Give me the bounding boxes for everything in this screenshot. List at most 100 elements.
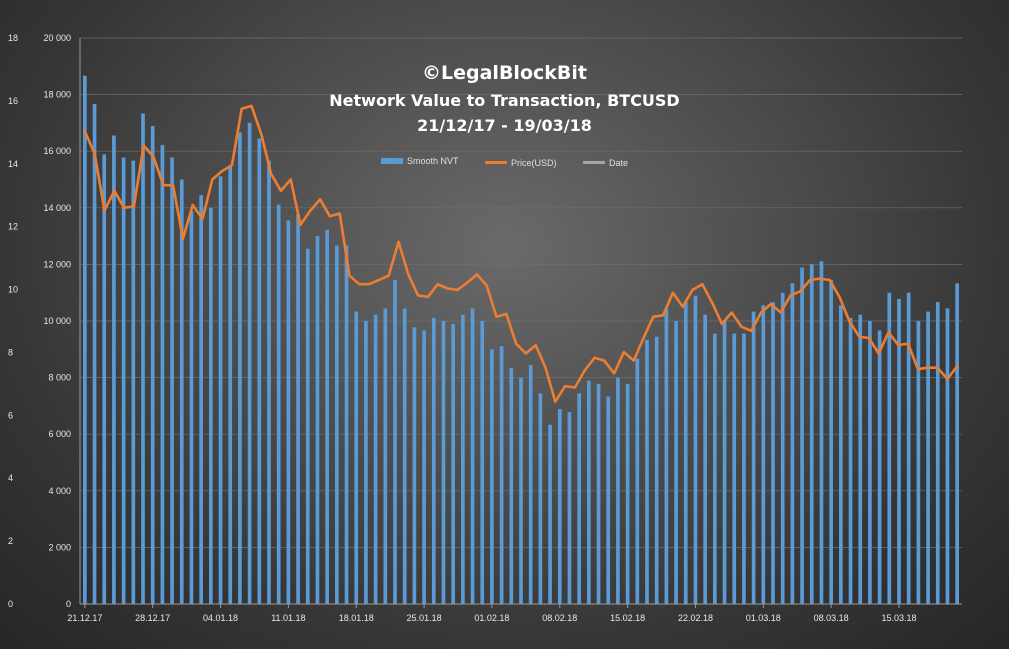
x-tick-label: 08.02.18 <box>542 613 577 623</box>
nvt-bar <box>160 144 165 604</box>
nvt-bar <box>480 321 485 604</box>
nvt-bar <box>431 317 436 604</box>
right-axis-tick-label: 18 000 <box>43 90 71 100</box>
nvt-bar <box>819 261 824 604</box>
nvt-bar <box>809 264 814 604</box>
nvt-bar <box>829 280 833 604</box>
nvt-bar <box>83 75 87 604</box>
nvt-bar <box>567 412 572 604</box>
nvt-bar <box>596 383 601 604</box>
nvt-bar <box>228 166 233 604</box>
nvt-bar <box>470 308 475 604</box>
left-axis-tick-label: 2 <box>8 536 13 546</box>
x-tick-label: 18.01.18 <box>339 613 374 623</box>
nvt-bar <box>800 267 804 604</box>
nvt-bar <box>412 327 417 604</box>
nvt-bar <box>461 314 465 604</box>
axes: 0 2 000 4 000 6 000 8 000 10 000 12 000 14 000 1… <box>8 33 962 623</box>
nvt-bar <box>587 380 591 604</box>
nvt-bar <box>654 336 659 604</box>
nvt-bar <box>238 132 242 605</box>
legend-label-price: Price(USD) <box>511 157 557 168</box>
left-axis-tick-label: 18 <box>8 33 18 43</box>
right-axis-tick-label: 2 000 <box>48 542 71 552</box>
nvt-bar <box>538 393 543 604</box>
nvt-bar <box>179 179 184 604</box>
nvt-bar <box>335 245 339 605</box>
nvt-bar <box>121 157 126 604</box>
nvt-bar <box>945 308 950 604</box>
nvt-bar <box>296 214 300 605</box>
nvt-bar <box>839 305 843 604</box>
nvt-bar <box>557 409 562 604</box>
nvt-bar <box>916 321 921 604</box>
nvt-bar <box>393 280 397 604</box>
chart-date-range: 21/12/17 - 19/03/18 <box>417 116 592 135</box>
left-axis-tick-label: 8 <box>8 347 13 357</box>
nvt-bar <box>761 305 766 604</box>
nvt-bar <box>354 311 359 604</box>
legend-item-price: Price(USD) <box>485 158 557 168</box>
x-tick-label: 15.02.18 <box>610 613 645 623</box>
legend: Smooth NVT Price(USD) Date <box>0 156 1009 168</box>
legend-swatch-bar <box>380 158 403 164</box>
nvt-bar <box>742 333 746 604</box>
nvt-bar <box>935 302 940 604</box>
nvt-bar <box>490 349 494 604</box>
nvt-bar <box>325 229 329 605</box>
left-axis-tick-label: 16 <box>8 96 18 106</box>
right-axis-tick-label: 10 000 <box>43 316 71 326</box>
nvt-bar <box>364 321 368 604</box>
nvt-bar <box>112 135 116 604</box>
nvt-bar <box>877 330 882 604</box>
x-tick-label: 04.01.18 <box>203 613 238 623</box>
left-axis-tick-label: 14 <box>8 159 18 169</box>
nvt-bar <box>247 122 252 605</box>
legend-label-nvt: Smooth NVT <box>406 156 459 166</box>
chart-title: ©LegalBlockBit <box>422 62 587 84</box>
nvt-bar <box>528 365 533 604</box>
left-axis-tick-label: 6 <box>8 410 13 420</box>
nvt-bar <box>645 339 649 604</box>
nvt-bar <box>713 333 717 604</box>
x-tick-label: 08.03.18 <box>814 613 849 623</box>
nvt-bar <box>751 311 756 604</box>
nvt-bars <box>83 75 959 605</box>
nvt-bar <box>664 308 669 604</box>
nvt-bar <box>509 368 514 604</box>
left-axis-tick-label: 10 <box>8 285 18 295</box>
right-axis-tick-label: 12 000 <box>43 259 71 269</box>
nvt-bar <box>276 204 281 604</box>
nvt-bar <box>848 317 853 604</box>
nvt-bar <box>606 396 611 604</box>
nvt-bar <box>771 302 775 604</box>
nvt-bar <box>305 248 310 604</box>
nvt-bar <box>722 321 727 604</box>
legend-item-nvt: Smooth NVT <box>380 156 459 166</box>
x-tick-label: 21.12.17 <box>67 613 102 623</box>
nvt-bar <box>732 333 737 604</box>
legend-item-date: Date <box>583 158 628 168</box>
price-line <box>83 104 959 404</box>
nvt-bar <box>451 324 455 604</box>
nvt-bar <box>499 346 504 604</box>
nvt-bar <box>703 314 707 604</box>
nvt-bar <box>790 283 795 604</box>
nvt-bar <box>683 302 688 604</box>
nvt-bar <box>131 160 136 604</box>
nvt-bar <box>858 314 863 604</box>
legend-label-date: Date <box>609 157 629 168</box>
nvt-bar <box>926 311 930 604</box>
legend-swatch-date <box>583 161 606 164</box>
nvt-bar <box>402 308 407 604</box>
nvt-bar <box>548 424 552 604</box>
nvt-bar <box>616 377 620 604</box>
right-axis-tick-label: 6 000 <box>48 429 71 439</box>
x-tick-label: 01.02.18 <box>474 613 509 623</box>
nvt-bar <box>625 383 630 604</box>
nvt-bar <box>344 245 349 605</box>
right-axis-tick-label: 20 000 <box>43 33 71 43</box>
nvt-bar <box>209 207 213 605</box>
